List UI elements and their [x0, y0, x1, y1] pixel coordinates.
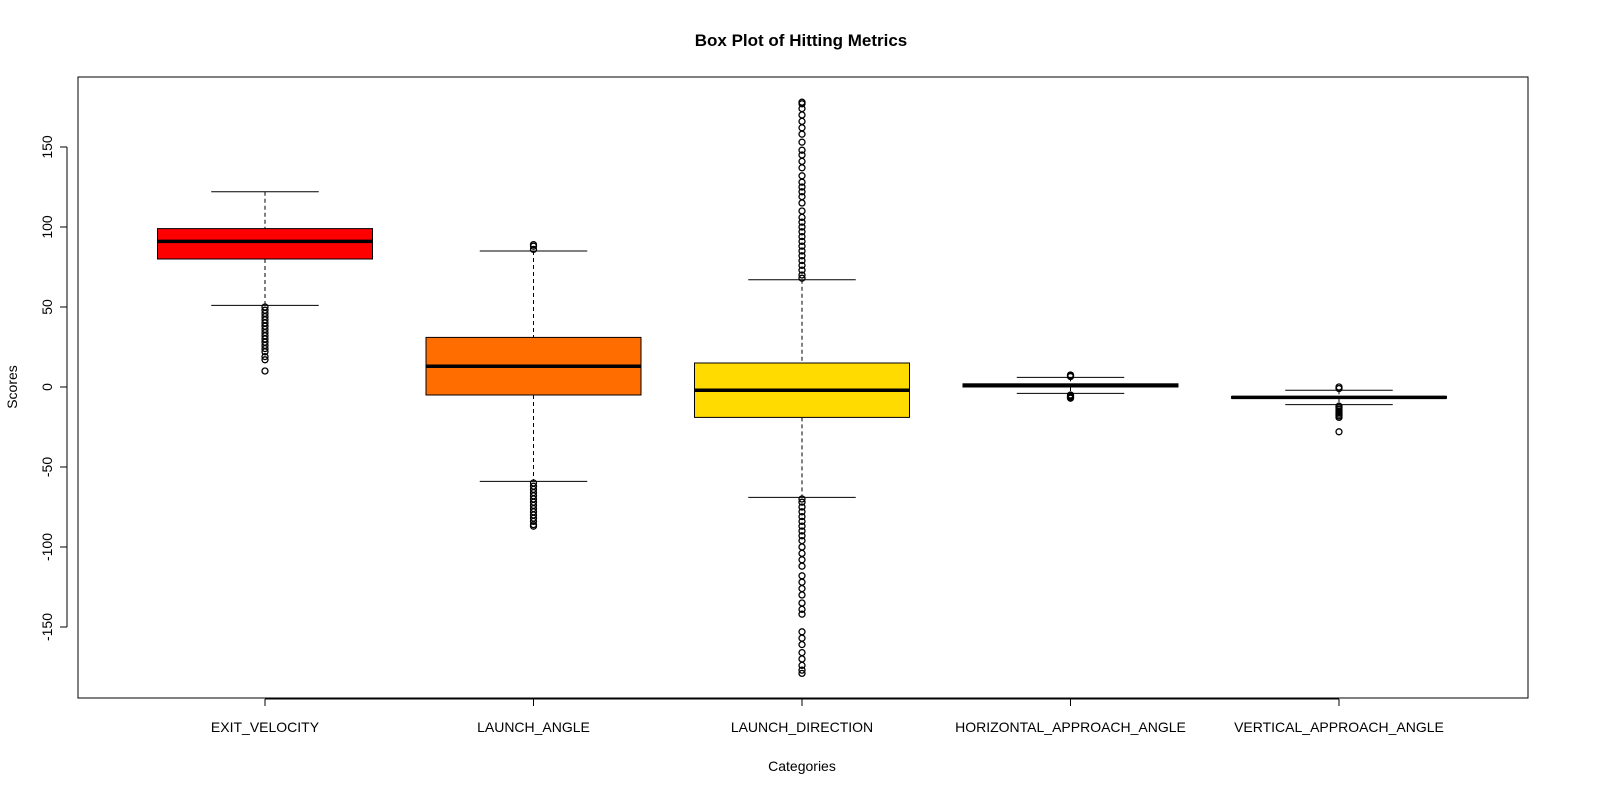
outlier-point — [798, 522, 806, 530]
y-tick-label: 0 — [39, 383, 55, 391]
x-axis-label: Categories — [768, 758, 836, 774]
outlier-point — [1335, 413, 1343, 422]
y-tick-label: -50 — [39, 457, 55, 477]
outlier-point — [798, 146, 806, 154]
outlier-point — [529, 522, 538, 530]
outlier-point — [798, 138, 806, 146]
outlier-point — [529, 245, 538, 254]
outlier-point — [798, 218, 806, 226]
x-tick-label: EXIT_VELOCITY — [211, 719, 320, 735]
y-tick-label: 50 — [39, 299, 55, 315]
outlier-point — [798, 578, 806, 586]
outlier-point — [798, 271, 806, 279]
outlier-point — [798, 591, 806, 599]
outlier-point — [1066, 394, 1075, 402]
outlier-point — [798, 556, 806, 564]
outlier-point — [529, 240, 538, 249]
outlier-point — [798, 527, 806, 535]
plot-frame — [77, 76, 1529, 699]
y-tick-label: 150 — [39, 135, 55, 159]
outlier-point — [798, 247, 806, 255]
box-launch-angle — [425, 240, 642, 530]
outlier-point — [798, 661, 806, 670]
outlier-point — [798, 508, 806, 516]
outlier-point — [798, 532, 806, 540]
box-vertical-approach-angle — [1231, 383, 1447, 436]
outlier-point — [798, 266, 806, 274]
outlier-point — [798, 111, 806, 119]
outlier-point — [798, 517, 806, 526]
outlier-point — [798, 151, 806, 159]
outlier-point — [798, 648, 806, 657]
outlier-point — [798, 274, 806, 282]
outlier-point — [1335, 383, 1343, 391]
outlier-point — [798, 223, 806, 231]
outlier-point — [798, 207, 806, 215]
outlier-point — [798, 584, 806, 593]
outlier-point — [261, 367, 269, 375]
box-iqr — [157, 228, 373, 260]
outlier-point — [798, 261, 806, 270]
y-axis: -150 -100 -50 0 50 100 150 — [39, 135, 68, 641]
outlier-point — [798, 512, 806, 521]
outlier-point — [798, 237, 806, 246]
outlier-point — [798, 242, 806, 250]
outlier-point — [798, 669, 806, 678]
outlier-point — [798, 634, 806, 642]
outlier-point — [798, 256, 806, 265]
outlier-point — [798, 124, 806, 132]
outlier-point — [798, 599, 806, 607]
outlier-point — [798, 543, 806, 551]
outlier-point — [798, 549, 806, 558]
chart-title: Box Plot of Hitting Metrics — [695, 31, 908, 50]
outlier-point — [798, 498, 806, 506]
outlier-point — [798, 188, 806, 196]
outlier-point — [798, 98, 806, 106]
outlier-point — [798, 232, 806, 241]
outlier-point — [798, 572, 806, 580]
outlier-point — [798, 503, 806, 511]
x-tick-label: VERTICAL_APPROACH_ANGLE — [1234, 719, 1444, 735]
outlier-point — [798, 117, 806, 126]
outlier-point — [798, 562, 806, 570]
y-tick-label: 100 — [39, 215, 55, 239]
box-horizontal-approach-angle — [962, 371, 1179, 402]
boxes-layer — [157, 98, 1447, 678]
box-launch-direction — [694, 98, 910, 678]
outlier-point — [798, 495, 806, 503]
x-tick-label: LAUNCH_ANGLE — [477, 719, 590, 735]
outlier-point — [261, 348, 269, 356]
outlier-point — [798, 640, 806, 649]
outlier-point — [798, 628, 806, 636]
outlier-point — [798, 655, 806, 663]
outlier-point — [798, 199, 806, 207]
outlier-point — [798, 172, 806, 180]
outlier-point — [261, 344, 269, 353]
box-exit-velocity — [157, 191, 373, 375]
outlier-point — [798, 130, 806, 138]
outlier-point — [798, 610, 806, 618]
y-axis-label: Scores — [4, 365, 20, 409]
outlier-point — [529, 517, 538, 526]
y-tick-label: -150 — [39, 613, 55, 641]
outlier-point — [1335, 428, 1343, 436]
outlier-point — [798, 192, 806, 201]
outlier-point — [798, 164, 806, 172]
outlier-point — [798, 666, 806, 674]
outlier-point — [261, 352, 269, 361]
x-tick-label: HORIZONTAL_APPROACH_ANGLE — [955, 719, 1186, 735]
outlier-point — [1066, 371, 1075, 379]
outlier-point — [798, 228, 806, 236]
x-tick-label: LAUNCH_DIRECTION — [731, 719, 873, 735]
y-tick-label: -100 — [39, 533, 55, 561]
outlier-point — [798, 183, 806, 191]
outlier-point — [798, 605, 806, 614]
outlier-point — [798, 252, 806, 260]
outlier-point — [798, 157, 806, 166]
x-axis: EXIT_VELOCITY LAUNCH_ANGLE LAUNCH_DIRECTIO… — [211, 698, 1444, 735]
outlier-point — [261, 356, 269, 364]
